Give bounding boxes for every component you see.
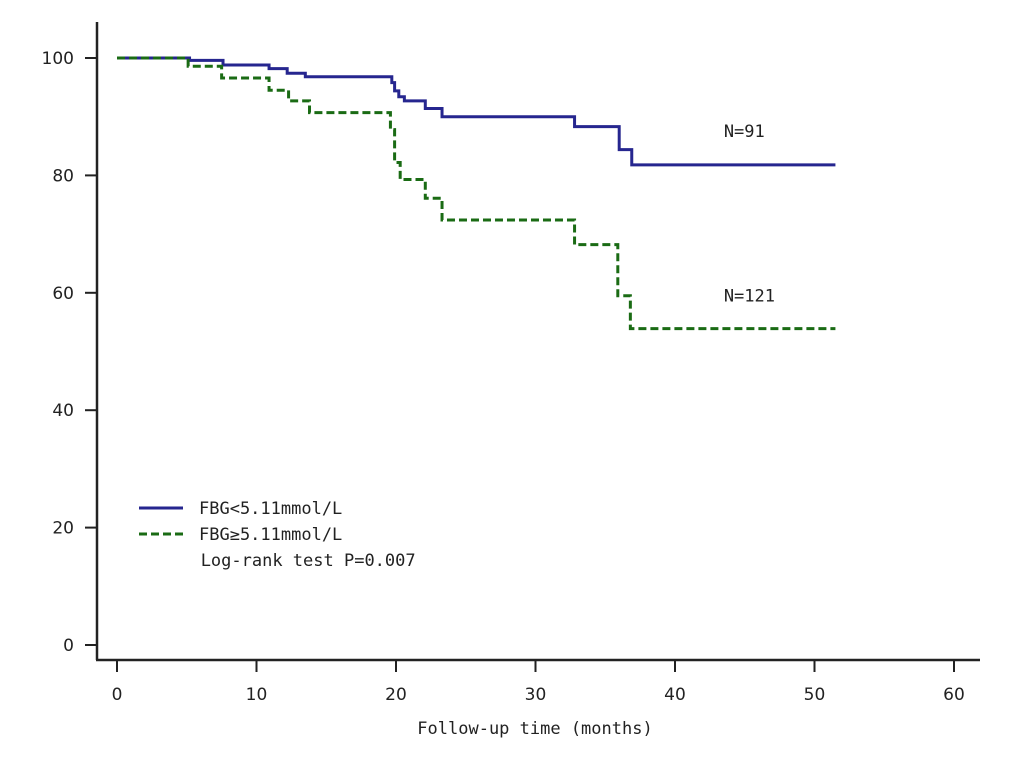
- y-ticks: 0 20 40 60 80 100: [42, 49, 97, 656]
- y-tick-label: 20: [52, 519, 74, 539]
- x-tick-label: 10: [246, 685, 268, 705]
- y-tick-label: 40: [52, 401, 74, 421]
- n-label-fbg-high: N=121: [724, 287, 775, 307]
- log-rank-label: Log-rank test P=0.007: [201, 551, 416, 571]
- annotations: N=91 N=121 Log-rank test P=0.007: [201, 122, 775, 571]
- series-line-fbg-high: [117, 56, 836, 331]
- x-ticks: 0 10 20 30 40 50 60: [112, 660, 965, 705]
- series-lines: [117, 56, 836, 331]
- x-tick-label: 0: [112, 685, 123, 705]
- series-line-fbg-low: [117, 56, 836, 167]
- y-tick-label: 80: [52, 166, 74, 186]
- x-tick-label: 40: [664, 685, 686, 705]
- x-tick-label: 60: [943, 685, 965, 705]
- y-tick-label: 100: [42, 49, 74, 69]
- x-tick-label: 50: [804, 685, 826, 705]
- y-tick-label: 0: [63, 636, 74, 656]
- legend-label-fbg-high: FBG≥5.11mmol/L: [199, 525, 342, 545]
- n-label-fbg-low: N=91: [724, 122, 765, 142]
- x-tick-label: 20: [385, 685, 407, 705]
- axes: [95, 22, 980, 662]
- x-axis-title: Follow-up time (months): [417, 719, 652, 739]
- legend-label-fbg-low: FBG<5.11mmol/L: [199, 499, 342, 519]
- legend: FBG<5.11mmol/L FBG≥5.11mmol/L: [139, 499, 342, 545]
- y-tick-label: 60: [52, 284, 74, 304]
- x-tick-label: 30: [525, 685, 547, 705]
